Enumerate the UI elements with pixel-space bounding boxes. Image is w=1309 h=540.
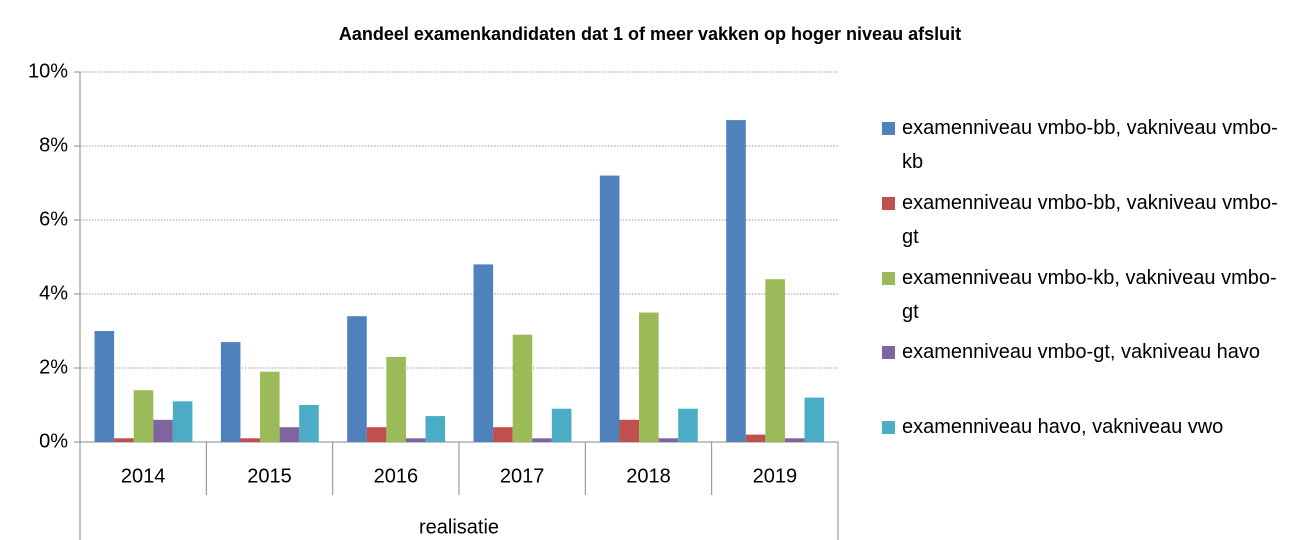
bar (153, 419, 173, 442)
y-tick-label: 8% (39, 134, 68, 156)
x-tick-label: 2015 (247, 465, 292, 487)
y-tick-label: 4% (39, 282, 68, 304)
bar (405, 438, 426, 442)
bar (347, 316, 367, 442)
bar (512, 334, 533, 442)
chart-title: Aandeel examenkandidaten dat 1 of meer v… (339, 24, 961, 44)
y-tick-label: 0% (39, 430, 68, 452)
bar (745, 434, 766, 442)
legend-entry: examenniveau vmbo-kb, vakniveau vmbo-gt (882, 261, 1292, 329)
x-tick-label: 2019 (753, 465, 798, 487)
y-tick-label: 10% (28, 60, 68, 82)
x-tick-label: 2018 (626, 465, 671, 487)
legend-swatch (882, 421, 895, 435)
bar (765, 279, 785, 442)
bar (551, 408, 572, 442)
bar (133, 390, 154, 442)
legend-entry: examenniveau vmbo-bb, vakniveau vmbo-kb (882, 111, 1292, 179)
bar (473, 264, 494, 442)
bar (386, 356, 406, 442)
bar (279, 427, 300, 442)
bar (172, 401, 193, 442)
legend-entry: examenniveau havo, vakniveau vwo (882, 410, 1292, 444)
bar (366, 427, 387, 442)
bar (678, 408, 698, 442)
legend-label: examenniveau vmbo-gt, vakniveau havo (902, 341, 1260, 364)
bar (804, 397, 825, 442)
legend-swatch (882, 196, 895, 210)
x-tick-label: 2017 (500, 465, 545, 487)
bar (639, 312, 659, 442)
bar (619, 419, 640, 442)
bar (240, 438, 261, 442)
bar (599, 175, 620, 442)
legend-label: examenniveau havo, vakniveau vwo (902, 416, 1224, 439)
bar (493, 427, 513, 442)
bar (260, 371, 280, 442)
legend-label: examenniveau vmbo-kb, vakniveau vmbo-gt (902, 266, 1277, 323)
bar (220, 342, 241, 442)
x-tick-label: 2014 (121, 465, 166, 487)
bar (425, 416, 446, 442)
bar (114, 438, 134, 442)
y-tick-label: 2% (39, 356, 68, 378)
legend-entry: examenniveau vmbo-gt, vakniveau havo (882, 335, 1292, 369)
bar (726, 120, 746, 442)
bar (532, 438, 552, 442)
y-tick-label: 6% (39, 208, 68, 230)
bar (94, 331, 115, 442)
bar (658, 438, 679, 442)
legend-swatch (882, 122, 895, 135)
bar (784, 438, 805, 442)
group-label: realisatie (419, 516, 499, 538)
legend-swatch (882, 271, 895, 285)
x-tick-label: 2016 (374, 465, 419, 487)
legend-label: examenniveau vmbo-bb, vakniveau vmbo-kb (902, 117, 1278, 173)
legend-entry: examenniveau vmbo-bb, vakniveau vmbo-gt (882, 186, 1292, 254)
legend-label: examenniveau vmbo-bb, vakniveau vmbo-gt (902, 191, 1278, 248)
bar (299, 405, 319, 442)
legend-swatch (882, 346, 895, 360)
